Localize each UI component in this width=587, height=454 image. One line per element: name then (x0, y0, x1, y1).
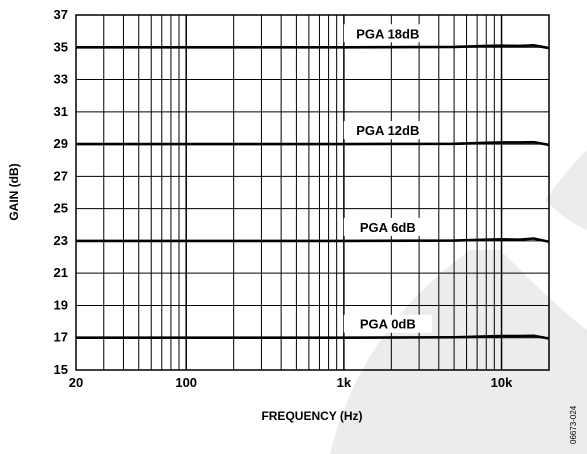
y-tick-label: 23 (54, 233, 68, 248)
series-line (76, 140, 550, 147)
series-line (76, 44, 550, 50)
y-tick-label: 29 (54, 136, 68, 151)
figure-id: 06673-024 (569, 405, 578, 444)
series-label: PGA 6dB (343, 217, 432, 236)
series-labels: PGA 18dB PGA 12dB PGA 6dB PGA 0dB (343, 24, 432, 333)
series-line (76, 237, 550, 243)
y-tick-label: 15 (54, 362, 68, 377)
series-lines (76, 44, 550, 340)
x-axis-title: FREQUENCY (Hz) (261, 409, 362, 423)
series-label: PGA 12dB (343, 121, 432, 140)
series-label: PGA 0dB (343, 314, 432, 333)
x-tick-label: 1k (337, 375, 352, 390)
series-label-background (343, 24, 432, 43)
y-tick-label: 37 (54, 7, 68, 22)
x-tick-label: 100 (175, 375, 197, 390)
series-label-text: PGA 0dB (360, 317, 416, 332)
x-tick-label: 10k (491, 375, 513, 390)
y-tick-label: 35 (54, 39, 68, 54)
tick-labels: 15 17 19 21 23 25 27 29 31 33 35 37 20 100 1k 10k (54, 7, 514, 390)
plot-frame (75, 14, 550, 371)
y-tick-label: 27 (54, 168, 68, 183)
y-axis-title: GAIN (dB) (7, 163, 21, 220)
series-label-text: PGA 18dB (356, 26, 419, 41)
series-label-background (343, 121, 432, 140)
y-tick-label: 25 (54, 201, 68, 216)
y-tick-label: 17 (54, 330, 68, 345)
x-tick-label: 20 (69, 375, 83, 390)
y-tick-label: 21 (54, 265, 68, 280)
series-label-text: PGA 12dB (356, 123, 419, 138)
y-tick-label: 31 (54, 104, 68, 119)
y-tick-label: 33 (54, 72, 68, 87)
y-tick-label: 19 (54, 297, 68, 312)
series-label: PGA 18dB (343, 24, 432, 43)
series-label-background (343, 217, 432, 236)
series-line (76, 334, 550, 340)
series-label-background (343, 314, 432, 333)
watermark-shape (330, 150, 587, 454)
series-label-text: PGA 6dB (360, 220, 416, 235)
